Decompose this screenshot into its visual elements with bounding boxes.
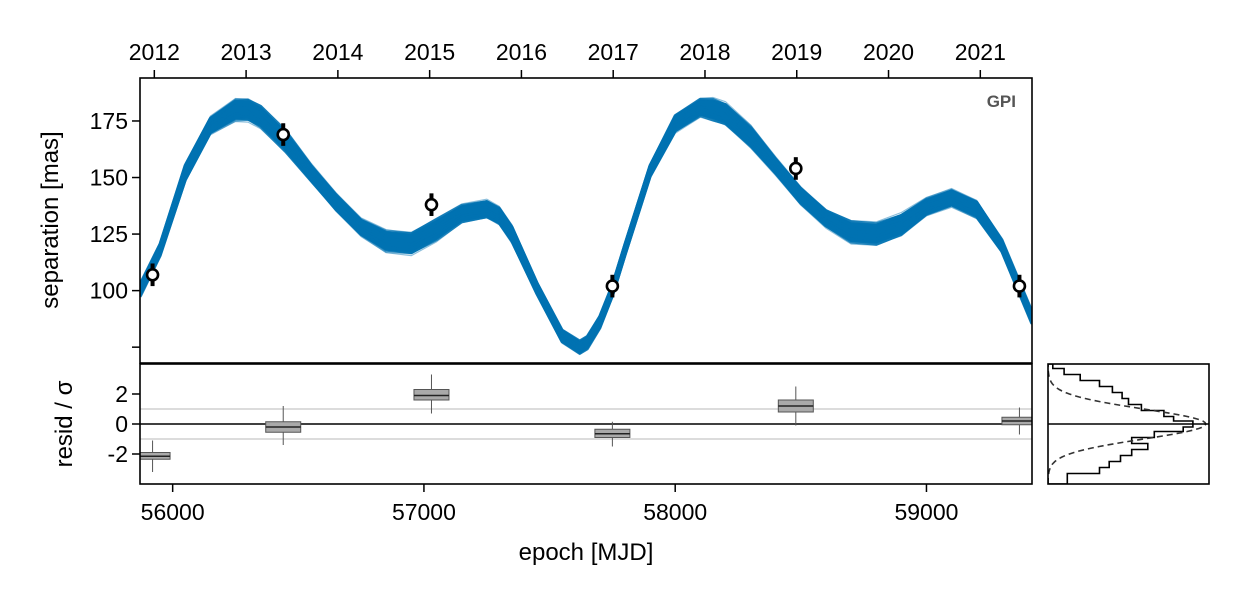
data-marker: [145, 267, 160, 282]
resid-y-tick-label: 0: [115, 411, 128, 437]
x-tick-label: 57000: [392, 499, 456, 525]
y-axis-title: separation [mas]: [37, 131, 64, 308]
residual-box: [413, 374, 450, 414]
year-tick-label: 2012: [129, 39, 180, 65]
year-tick-label: 2015: [404, 39, 455, 65]
year-tick-label: 2013: [221, 39, 272, 65]
residual-boxes: [140, 374, 1032, 472]
data-point: [789, 157, 803, 180]
resid-y-tick-label: 2: [115, 381, 128, 407]
posterior-orbit-band: [140, 96, 1032, 356]
year-tick-label: 2017: [588, 39, 639, 65]
year-tick-label: 2019: [771, 39, 822, 65]
year-tick-label: 2018: [679, 39, 730, 65]
residual-box: [594, 421, 631, 447]
data-point: [276, 123, 291, 146]
x-axis-title: epoch [MJD]: [519, 539, 654, 566]
residual-box: [265, 406, 302, 445]
data-marker: [605, 279, 620, 293]
residual-box: [140, 440, 171, 472]
y-tick-label: 125: [90, 221, 128, 247]
residual-histogram: [1048, 364, 1209, 484]
residual-y-axis-title: resid / σ: [51, 380, 78, 467]
year-tick-label: 2014: [312, 39, 363, 65]
year-tick-label: 2016: [496, 39, 547, 65]
data-point: [145, 263, 160, 287]
data-marker: [1012, 279, 1027, 293]
resid-y-tick-label: -2: [108, 441, 128, 467]
instrument-label: GPI: [987, 92, 1016, 111]
data-marker: [789, 161, 803, 176]
interquartile-box: [413, 389, 450, 401]
x-tick-label: 58000: [643, 499, 707, 525]
year-tick-label: 2021: [955, 39, 1006, 65]
y-tick-label: 175: [90, 108, 128, 134]
top-panel-frame: [139, 77, 1033, 364]
data-point: [605, 274, 620, 298]
x-tick-label: 59000: [894, 499, 958, 525]
y-tick-label: 100: [90, 278, 128, 304]
data-point: [424, 193, 439, 216]
histogram-steps: [1048, 364, 1194, 484]
top-panel-axes: 100 125 150 175 2012 2013 2014 2015 2016 2017 2018…: [90, 39, 1006, 348]
data-marker: [424, 197, 439, 212]
x-tick-label: 56000: [141, 499, 205, 525]
data-point: [1012, 274, 1027, 298]
year-tick-label: 2020: [863, 39, 914, 65]
residual-panel-axes: 2 0 -2 56000 57000 58000 59000: [108, 381, 959, 525]
residual-box: [777, 386, 814, 426]
data-points: [145, 123, 1027, 298]
histogram-panel-frame: [1047, 363, 1210, 485]
orbit-draw-line: [140, 107, 1032, 350]
data-marker: [276, 127, 291, 142]
y-tick-label: 150: [90, 165, 128, 191]
residual-box: [1001, 407, 1032, 435]
